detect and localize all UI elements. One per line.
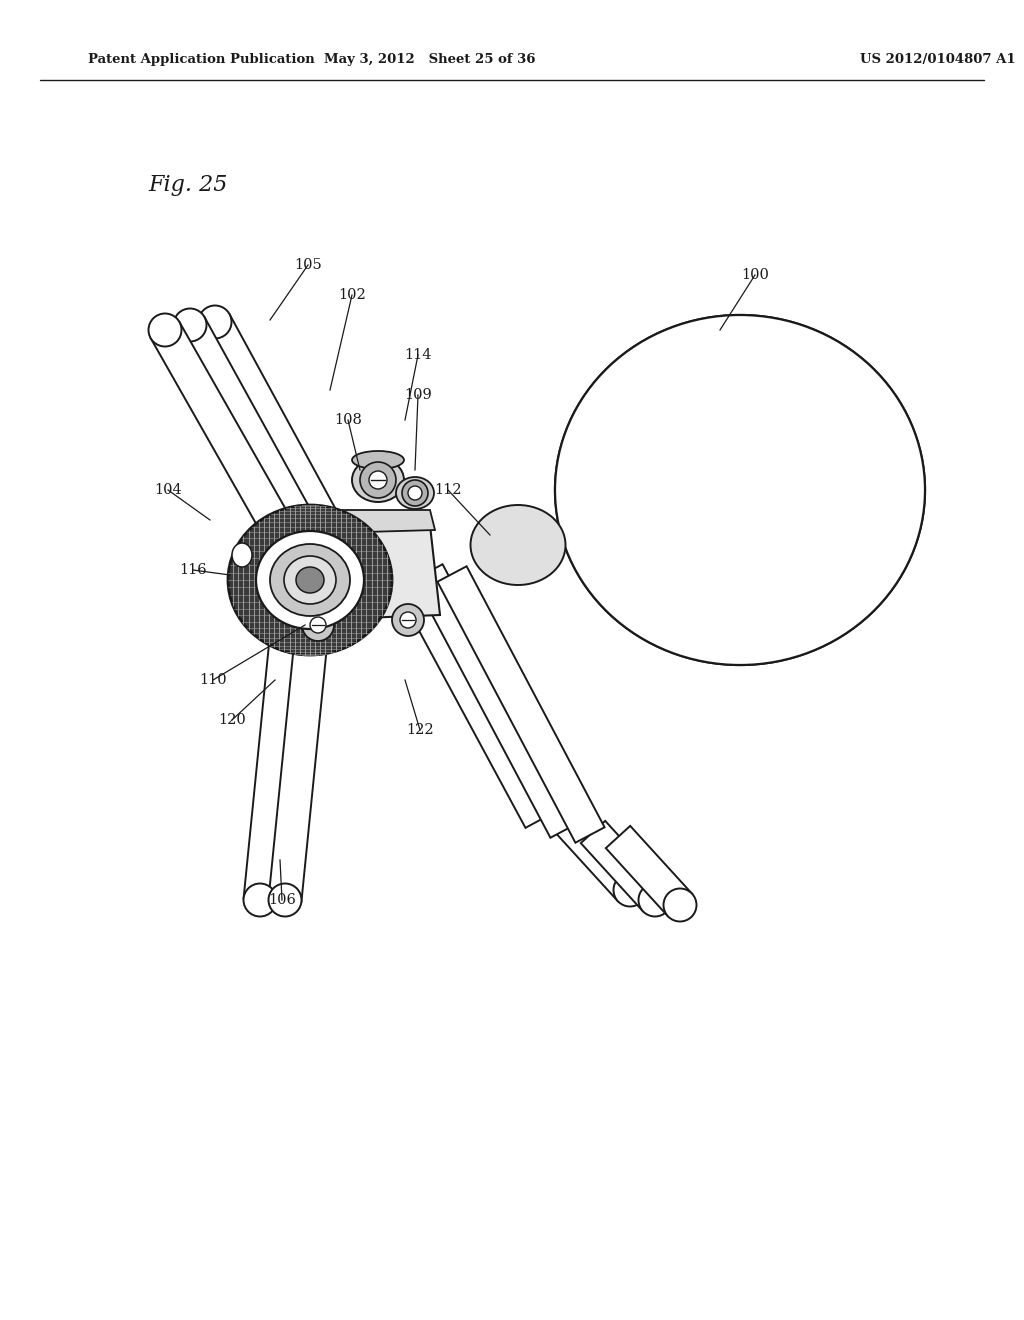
Circle shape <box>664 888 696 921</box>
Ellipse shape <box>555 315 925 665</box>
Circle shape <box>302 609 334 642</box>
Polygon shape <box>581 821 668 911</box>
Circle shape <box>310 616 326 634</box>
Text: 114: 114 <box>404 348 432 362</box>
Text: 120: 120 <box>218 713 246 727</box>
Text: 112: 112 <box>434 483 462 498</box>
Polygon shape <box>175 317 328 556</box>
Text: Patent Application Publication: Patent Application Publication <box>88 54 314 66</box>
Circle shape <box>639 883 672 916</box>
Circle shape <box>402 480 428 506</box>
Text: 106: 106 <box>268 894 296 907</box>
Circle shape <box>268 883 301 916</box>
Circle shape <box>400 612 416 628</box>
Circle shape <box>392 605 424 636</box>
Circle shape <box>244 883 276 916</box>
Text: 108: 108 <box>334 413 361 426</box>
Polygon shape <box>414 564 580 838</box>
Ellipse shape <box>284 556 336 605</box>
Polygon shape <box>201 314 351 554</box>
Ellipse shape <box>232 543 252 568</box>
Circle shape <box>173 309 207 342</box>
Circle shape <box>408 486 422 500</box>
Polygon shape <box>295 525 440 620</box>
Circle shape <box>199 305 231 338</box>
Text: 109: 109 <box>404 388 432 403</box>
Text: 122: 122 <box>407 723 434 737</box>
Circle shape <box>613 874 646 907</box>
Text: 102: 102 <box>338 288 366 302</box>
Text: Fig. 25: Fig. 25 <box>148 174 227 195</box>
Text: 105: 105 <box>294 257 322 272</box>
Ellipse shape <box>352 451 404 469</box>
Polygon shape <box>556 810 642 902</box>
Polygon shape <box>151 322 304 558</box>
Text: 100: 100 <box>741 268 769 282</box>
Polygon shape <box>390 562 555 828</box>
Ellipse shape <box>256 531 364 630</box>
Ellipse shape <box>396 477 434 510</box>
Text: 104: 104 <box>155 483 182 498</box>
Polygon shape <box>330 510 435 533</box>
Polygon shape <box>606 826 692 916</box>
Ellipse shape <box>555 315 925 665</box>
Circle shape <box>369 471 387 488</box>
Polygon shape <box>437 566 604 842</box>
Ellipse shape <box>296 568 324 593</box>
Text: 116: 116 <box>179 564 207 577</box>
Ellipse shape <box>470 506 565 585</box>
Circle shape <box>148 314 181 346</box>
Ellipse shape <box>228 506 392 655</box>
Circle shape <box>360 462 396 498</box>
Ellipse shape <box>270 544 350 616</box>
Text: May 3, 2012   Sheet 25 of 36: May 3, 2012 Sheet 25 of 36 <box>325 54 536 66</box>
Text: US 2012/0104807 A1: US 2012/0104807 A1 <box>860 54 1016 66</box>
Polygon shape <box>268 598 332 902</box>
Text: 110: 110 <box>200 673 226 686</box>
Ellipse shape <box>352 458 404 502</box>
Polygon shape <box>244 598 306 902</box>
